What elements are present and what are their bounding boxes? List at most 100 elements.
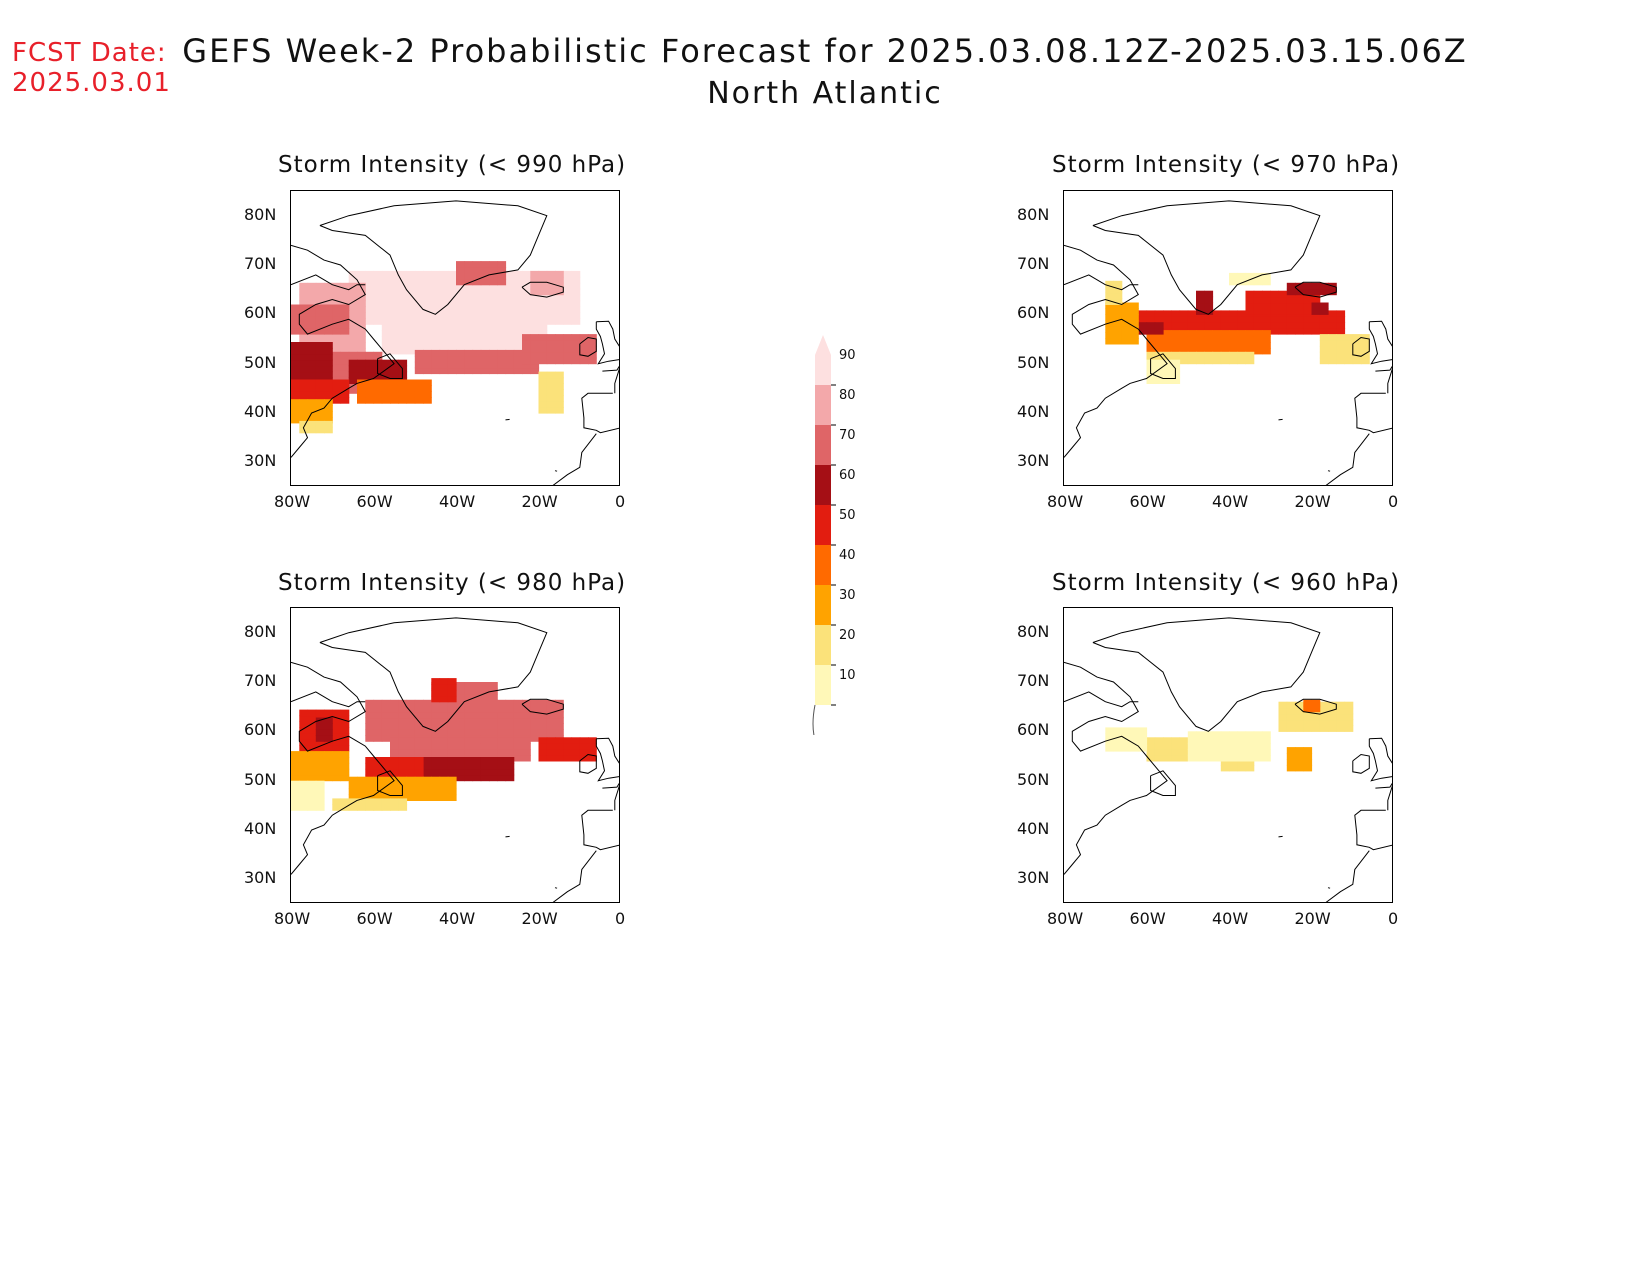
probability-cell — [505, 774, 515, 782]
probability-cell — [571, 276, 581, 284]
probability-cell — [299, 300, 309, 307]
probability-cell — [431, 300, 441, 307]
probability-cell — [447, 788, 457, 796]
probability-cell — [571, 288, 581, 296]
probability-cell — [423, 762, 432, 770]
probability-cell — [489, 729, 498, 736]
probability-cell — [324, 723, 333, 730]
probability-cell — [423, 294, 432, 302]
probability-cell — [456, 762, 465, 770]
legend-label: 80 — [839, 388, 856, 403]
probability-cell — [439, 737, 449, 744]
probability-cell — [480, 699, 490, 707]
probability-cell — [332, 310, 342, 317]
probability-cell — [447, 705, 457, 713]
probability-cell — [365, 757, 375, 764]
probability-cell — [1204, 316, 1214, 323]
probability-cell — [489, 324, 498, 331]
probability-cell — [1113, 739, 1123, 746]
probability-cell — [315, 282, 325, 290]
probability-cell — [1262, 296, 1271, 304]
probability-cell — [1196, 296, 1205, 304]
probability-cell — [431, 361, 441, 369]
probability-cell — [406, 717, 416, 724]
probability-cell — [398, 318, 408, 325]
probability-cell — [1303, 288, 1313, 296]
probability-cell — [588, 357, 597, 365]
map-panel-960 — [1063, 607, 1393, 903]
probability-cell — [431, 678, 441, 685]
probability-cell — [431, 355, 441, 363]
probability-cell — [522, 743, 531, 750]
probability-cell — [505, 711, 515, 719]
probability-cell — [324, 762, 333, 770]
probability-cell — [381, 318, 391, 325]
probability-cell — [299, 405, 309, 412]
probability-cell — [1245, 737, 1255, 744]
probability-cell — [1361, 357, 1370, 365]
probability-cell — [439, 300, 449, 307]
probability-cell — [1187, 310, 1197, 317]
probability-cell — [414, 717, 424, 724]
probability-cell — [472, 330, 482, 337]
probability-cell — [1286, 296, 1296, 304]
probability-cell — [1105, 338, 1115, 345]
probability-cell — [530, 357, 540, 365]
probability-cell — [555, 717, 564, 724]
legend-swatch — [815, 585, 831, 625]
probability-cell — [472, 774, 482, 782]
probability-cell — [431, 729, 441, 736]
legend-swatch — [815, 335, 831, 385]
probability-cell — [390, 270, 399, 278]
probability-cell — [365, 782, 375, 790]
probability-cell — [1171, 316, 1181, 323]
probability-cell — [1163, 749, 1172, 756]
coastline — [579, 336, 597, 357]
probability-cell — [1204, 336, 1214, 343]
probability-cell — [464, 749, 474, 756]
probability-cell — [1278, 328, 1288, 335]
probability-cell — [1146, 347, 1156, 355]
probability-cell — [555, 340, 564, 347]
probability-cell — [348, 342, 358, 349]
probability-cell — [447, 367, 457, 375]
probability-cell — [365, 300, 375, 307]
probability-cell — [1245, 290, 1255, 298]
probability-cell — [1113, 332, 1123, 339]
probability-cell — [464, 762, 474, 770]
probability-cell — [447, 717, 457, 724]
probability-cell — [464, 267, 474, 274]
probability-cell — [1220, 330, 1230, 337]
probability-cell — [406, 312, 416, 319]
probability-cell — [439, 689, 449, 697]
probability-cell — [505, 768, 515, 776]
probability-cell — [1204, 357, 1214, 365]
probability-cell — [1138, 322, 1148, 329]
probability-cell — [530, 361, 540, 369]
probability-cell — [1105, 326, 1115, 333]
probability-cell — [1196, 755, 1205, 762]
probability-cell — [365, 776, 375, 784]
lat-tick-label: 50N — [244, 352, 277, 372]
probability-cell — [431, 743, 441, 750]
probability-cell — [513, 711, 523, 719]
lat-tick-label: 40N — [244, 819, 277, 838]
probability-cell — [398, 385, 408, 392]
probability-cell — [1187, 351, 1197, 359]
probability-cell — [538, 330, 548, 337]
probability-cell — [348, 798, 358, 805]
probability-cell — [324, 420, 333, 428]
probability-cell — [357, 782, 366, 790]
probability-cell — [464, 336, 474, 343]
probability-cell — [324, 709, 333, 717]
probability-cell — [1336, 713, 1346, 721]
probability-cell — [373, 798, 383, 805]
probability-cell — [431, 776, 441, 784]
probability-cell — [505, 349, 515, 357]
probability-cell — [365, 794, 375, 801]
probability-cell — [1121, 314, 1131, 321]
probability-cell — [447, 743, 457, 750]
probability-cell — [315, 379, 325, 386]
probability-cell — [546, 729, 556, 736]
